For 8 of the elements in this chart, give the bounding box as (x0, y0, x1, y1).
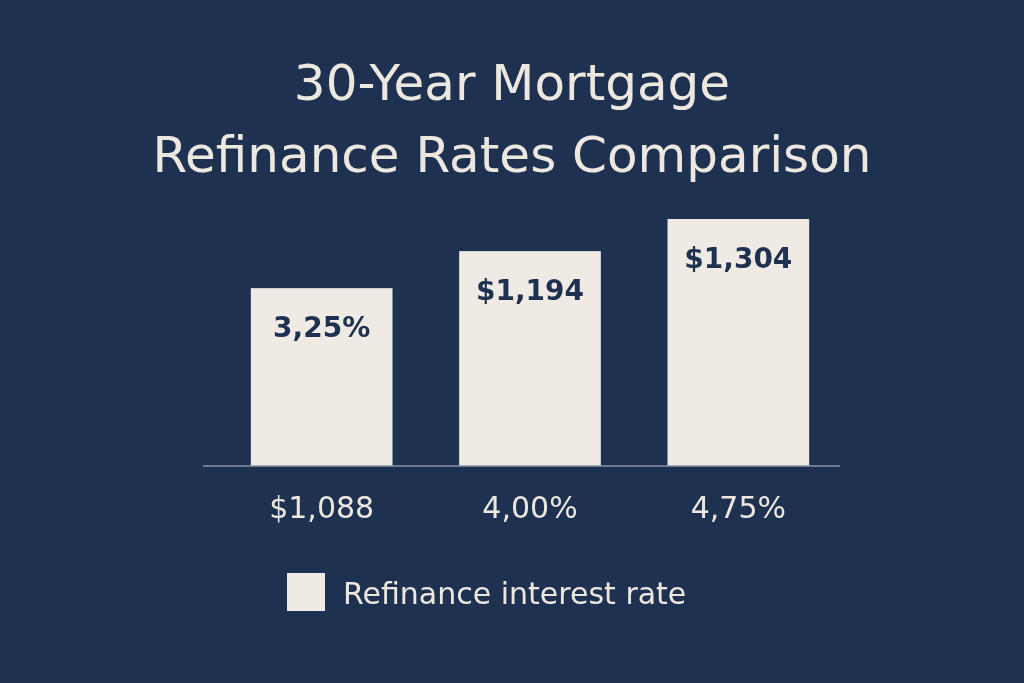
annotation: $1,194 (475, 274, 585, 308)
annotation: $1,304 (684, 242, 793, 275)
legend-label: Refinance interest rate (343, 576, 687, 611)
x-tick-label: 4,75% (690, 490, 786, 525)
chart-title: 30-Year Mortgage Refinance Rates Comparison (152, 54, 872, 184)
x-tick-label: $1,088 (269, 490, 375, 525)
annotation: 3,25% (273, 311, 371, 345)
x-tick-label: 4,00% (482, 490, 578, 525)
